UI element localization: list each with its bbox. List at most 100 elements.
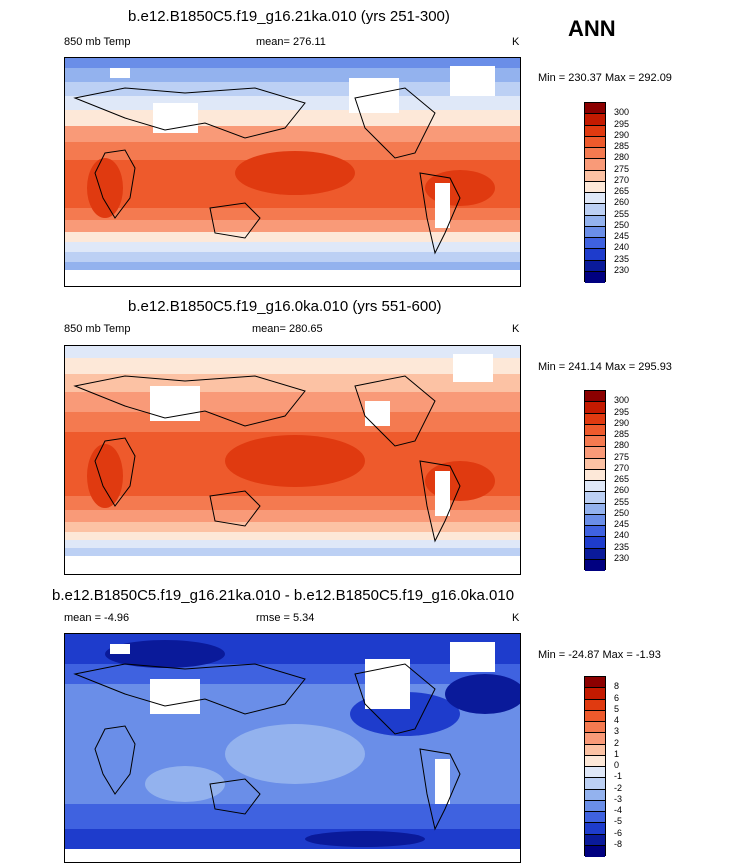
colorbar-swatch — [585, 114, 605, 126]
colorbar-level-label: 285 — [614, 429, 630, 439]
colorbar-level-label: -3 — [614, 793, 623, 804]
panel-3-title: b.e12.B1850C5.f19_g16.21ka.010 - b.e12.B… — [52, 587, 515, 604]
colorbar-level-label: 270 — [614, 174, 630, 185]
panel-2-variable-label: 850 mb Temp — [64, 323, 131, 335]
colorbar-swatch — [585, 744, 605, 756]
colorbar-level-label: 280 — [614, 152, 630, 163]
colorbar-swatch — [585, 125, 605, 137]
panel-1-title: b.e12.B1850C5.f19_g16.21ka.010 (yrs 251-… — [128, 8, 450, 25]
colorbar-swatch — [585, 800, 605, 812]
colorbar-swatch — [585, 559, 605, 571]
colorbar-swatch — [585, 699, 605, 711]
colorbar-swatch — [585, 537, 605, 549]
colorbar-swatch — [585, 481, 605, 493]
colorbar-swatch — [585, 823, 605, 835]
colorbar-level-label: 275 — [614, 451, 630, 462]
colorbar-level-label: 0 — [614, 760, 620, 770]
colorbar-swatch — [585, 526, 605, 538]
colorbar-swatch — [585, 722, 605, 734]
panel-2-title: b.e12.B1850C5.f19_g16.0ka.010 (yrs 551-6… — [128, 298, 442, 315]
colorbar-swatch — [585, 170, 605, 182]
panel-2-units: K — [512, 323, 520, 335]
colorbar-swatch — [585, 845, 605, 857]
colorbar-level-label: 235 — [614, 253, 630, 264]
colorbar-level-label: 230 — [614, 552, 630, 563]
colorbar-level-label: 240 — [614, 530, 630, 541]
colorbar-level-label: 280 — [614, 440, 630, 451]
colorbar-swatch — [585, 436, 605, 448]
colorbar-level-label: 1 — [614, 748, 620, 759]
colorbar-swatch — [585, 181, 605, 193]
colorbar-level-label: 260 — [614, 197, 630, 208]
colorbar-swatch — [585, 391, 605, 403]
colorbar-swatch — [585, 710, 605, 722]
colorbar-swatch — [585, 688, 605, 700]
colorbar-level-label: 255 — [614, 496, 630, 507]
colorbar-swatch — [585, 789, 605, 801]
panel-1-minmax: Min = 230.37 Max = 292.09 — [538, 72, 672, 84]
colorbar-level-label: -2 — [614, 782, 623, 793]
colorbar-level-label: 295 — [614, 118, 630, 129]
panel-3-rmse-label: rmse = 5.34 — [256, 612, 315, 624]
colorbar-level-label: 6 — [614, 692, 620, 703]
colorbar-swatch — [585, 215, 605, 227]
panel-3-mean-label: mean = -4.96 — [64, 612, 130, 624]
colorbar-swatch — [585, 148, 605, 160]
colorbar-swatch — [585, 226, 605, 238]
colorbar-level-label: -5 — [614, 816, 623, 827]
colorbar-level-label: 250 — [614, 507, 630, 518]
colorbar-swatch — [585, 514, 605, 526]
colorbar-level-label: 235 — [614, 541, 630, 552]
colorbar-level-label: 230 — [614, 264, 630, 275]
colorbar-level-label: 4 — [614, 715, 620, 725]
colorbar-level-label: 290 — [614, 129, 630, 140]
panel-1-mean-label: mean= 276.11 — [256, 36, 326, 48]
colorbar-swatch — [585, 249, 605, 261]
colorbar-level-label: 260 — [614, 485, 630, 496]
colorbar-level-label: 255 — [614, 208, 630, 219]
colorbar-level-label: 2 — [614, 737, 620, 748]
colorbar-swatch — [585, 260, 605, 272]
colorbar-swatch — [585, 204, 605, 216]
colorbar-level-label: -4 — [614, 805, 623, 815]
colorbar-level-label: 8 — [614, 681, 620, 692]
colorbar-level-label: 265 — [614, 186, 630, 196]
colorbar-swatch — [585, 834, 605, 846]
colorbar-level-label: 275 — [614, 163, 630, 174]
season-label: ANN — [568, 16, 616, 41]
colorbar-level-label: -1 — [614, 771, 623, 782]
colorbar-swatch — [585, 424, 605, 436]
colorbar-swatch — [585, 733, 605, 745]
colorbar-swatch — [585, 193, 605, 205]
colorbar-swatch — [585, 447, 605, 459]
colorbar-level-label: 290 — [614, 417, 630, 428]
colorbar-swatch — [585, 767, 605, 779]
colorbar-level-label: 295 — [614, 406, 630, 417]
panel-2-mean-label: mean= 280.65 — [252, 323, 323, 335]
colorbar-swatch — [585, 103, 605, 115]
panel-1-variable-label: 850 mb Temp — [64, 36, 131, 48]
colorbar-level-label: -6 — [614, 827, 623, 838]
colorbar-swatch — [585, 812, 605, 824]
colorbar-swatch — [585, 402, 605, 414]
colorbar-swatch — [585, 159, 605, 171]
colorbar-level-label: 270 — [614, 462, 630, 473]
panel-3-minmax: Min = -24.87 Max = -1.93 — [538, 649, 661, 661]
colorbar-swatch — [585, 458, 605, 470]
panel-1-colorbar — [584, 102, 606, 283]
colorbar-level-label: 3 — [614, 726, 620, 737]
panel-1-units: K — [512, 36, 520, 48]
colorbar-swatch — [585, 469, 605, 481]
colorbar-level-label: 300 — [614, 395, 630, 406]
colorbar-level-label: 240 — [614, 242, 630, 253]
colorbar-swatch — [585, 271, 605, 283]
colorbar-swatch — [585, 503, 605, 515]
colorbar-level-label: 245 — [614, 231, 630, 241]
colorbar-level-label: 265 — [614, 474, 630, 484]
colorbar-level-label: 5 — [614, 703, 620, 714]
colorbar-level-label: 250 — [614, 219, 630, 230]
panel-1-map — [64, 57, 521, 287]
colorbar-level-label: 245 — [614, 519, 630, 529]
colorbar-swatch — [585, 778, 605, 790]
panel-3-units: K — [512, 612, 520, 624]
